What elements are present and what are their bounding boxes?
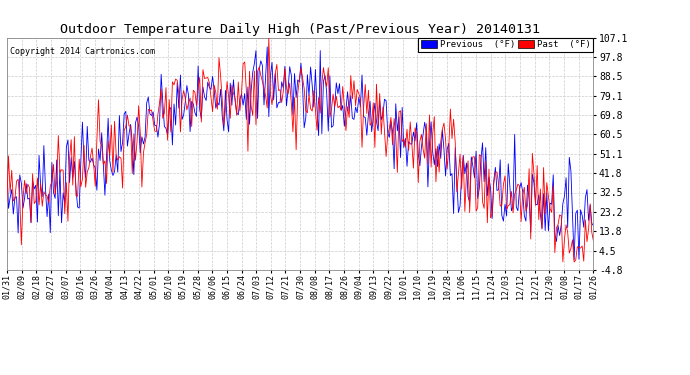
Legend: Previous  (°F), Past  (°F): Previous (°F), Past (°F) (418, 38, 593, 52)
Title: Outdoor Temperature Daily High (Past/Previous Year) 20140131: Outdoor Temperature Daily High (Past/Pre… (60, 23, 540, 36)
Text: Copyright 2014 Cartronics.com: Copyright 2014 Cartronics.com (10, 47, 155, 56)
